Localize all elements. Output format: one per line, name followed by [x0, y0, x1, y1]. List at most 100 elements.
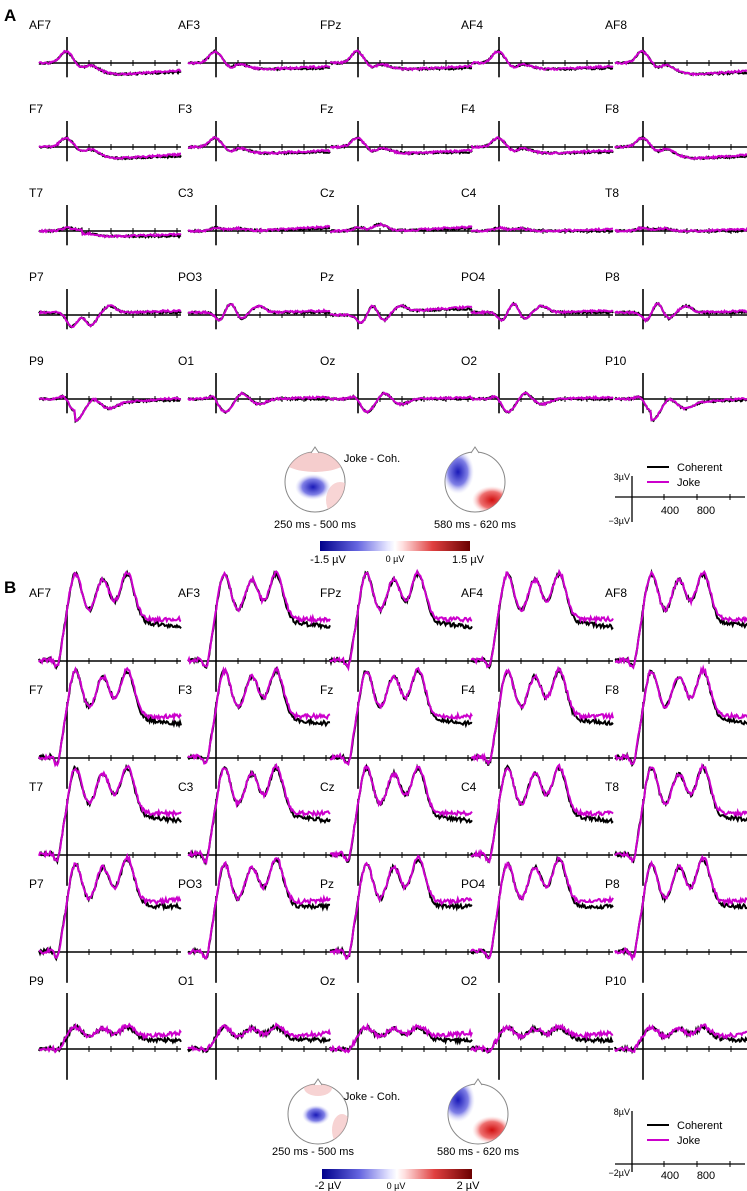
- joke-waveform: [187, 49, 331, 71]
- electrode-label: P9: [29, 974, 44, 988]
- erp-plot-a-t7: T7: [29, 186, 182, 246]
- joke-waveform: [470, 763, 614, 864]
- electrode-label: P7: [29, 877, 44, 891]
- joke-waveform: [329, 1022, 473, 1054]
- joke-waveform: [470, 391, 614, 414]
- joke-waveform: [329, 49, 473, 72]
- erp-plot-b-c4: C4: [461, 763, 614, 886]
- colorbar-b-zero: 0 µV: [387, 1181, 406, 1191]
- electrode-label: O1: [178, 354, 194, 368]
- joke-waveform: [614, 49, 747, 77]
- erp-plot-a-fz: Fz: [320, 102, 473, 162]
- erp-plot-a-f4: F4: [461, 102, 614, 162]
- erp-plot-b-po3: PO3: [178, 856, 331, 983]
- joke-waveform: [187, 1022, 331, 1053]
- joke-waveform: [38, 49, 182, 77]
- topomap-b-early: [287, 1078, 349, 1145]
- erp-plot-b-af4: AF4: [461, 568, 614, 692]
- joke-waveform: [187, 135, 331, 156]
- joke-waveform: [614, 569, 747, 670]
- electrode-label: Oz: [320, 974, 335, 988]
- topomap-a-early-label: 250 ms - 500 ms: [274, 519, 356, 531]
- topomap-group-b: Joke - Coh. 250 ms - 500 ms 580 ms - 620…: [272, 1078, 519, 1191]
- erp-plot-a-po3: PO3: [178, 270, 331, 330]
- topomap-a-late: [444, 446, 506, 513]
- joke-waveform: [614, 854, 747, 962]
- erp-grid-panel-b: AF7 AF3 FPz AF4 AF8 F7 F3 Fz F4 F8 T7 C3 Cz C4 T8 P7 PO3…: [29, 568, 747, 1080]
- topomap-a-late-label: 580 ms - 620 ms: [434, 519, 516, 531]
- erp-plot-b-fpz: FPz: [320, 568, 473, 692]
- colorbar-b-min: -2 µV: [315, 1180, 342, 1191]
- scale-b-tick-800: 800: [697, 1170, 715, 1182]
- electrode-label: P7: [29, 270, 44, 284]
- colorbar-a-min: -1.5 µV: [310, 554, 346, 566]
- electrode-label: AF3: [178, 586, 200, 600]
- electrode-label: AF7: [29, 18, 51, 32]
- electrode-label: T7: [29, 780, 43, 794]
- erp-plot-a-o2: O2: [461, 354, 614, 414]
- joke-waveform: [470, 136, 614, 156]
- joke-waveform: [38, 570, 182, 669]
- joke-waveform: [614, 302, 747, 324]
- electrode-label: Pz: [320, 877, 334, 891]
- joke-waveform: [329, 304, 473, 325]
- electrode-label: AF8: [605, 586, 627, 600]
- colorbar-a-max: 1.5 µV: [452, 554, 485, 566]
- joke-waveform: [470, 1023, 614, 1054]
- erp-plot-b-o1: O1: [178, 974, 331, 1080]
- erp-plot-b-f4: F4: [461, 665, 614, 789]
- electrode-label: F3: [178, 102, 192, 116]
- electrode-label: Fz: [320, 102, 333, 116]
- panel-letter-a: A: [4, 6, 16, 25]
- erp-plot-b-oz: Oz: [320, 974, 473, 1080]
- electrode-label: PO3: [178, 877, 202, 891]
- joke-waveform: [470, 665, 614, 766]
- electrode-label: Cz: [320, 780, 335, 794]
- erp-plot-b-cz: Cz: [320, 763, 473, 886]
- scale-legend-b: 8µV −2µV 400 800 Coherent Joke: [609, 1107, 745, 1182]
- electrode-label: AF4: [461, 586, 483, 600]
- erp-plot-b-p8: P8: [605, 854, 747, 983]
- joke-waveform: [329, 666, 473, 766]
- erp-plot-b-f3: F3: [178, 665, 331, 789]
- legend-b-joke: Joke: [677, 1135, 700, 1147]
- electrode-label: Pz: [320, 270, 334, 284]
- electrode-label: O2: [461, 974, 477, 988]
- joke-waveform: [614, 664, 747, 765]
- electrode-label: C3: [178, 186, 194, 200]
- erp-plot-a-af8: AF8: [605, 18, 747, 78]
- topomap-b-late-label: 580 ms - 620 ms: [437, 1146, 519, 1158]
- electrode-label: AF7: [29, 586, 51, 600]
- electrode-label: F4: [461, 683, 475, 697]
- coherent-waveform: [614, 857, 747, 958]
- joke-waveform: [329, 221, 473, 234]
- erp-plot-b-p9: P9: [29, 974, 182, 1080]
- colorbar-b-max: 2 µV: [457, 1180, 481, 1191]
- electrode-label: F4: [461, 102, 475, 116]
- joke-waveform: [329, 568, 473, 672]
- erp-plot-b-t8: T8: [605, 762, 747, 886]
- electrode-label: P10: [605, 354, 627, 368]
- erp-plot-b-af8: AF8: [605, 568, 747, 692]
- joke-waveform: [187, 665, 331, 765]
- erp-plot-a-fpz: FPz: [320, 18, 473, 78]
- electrode-label: T7: [29, 186, 43, 200]
- erp-plot-b-p7: P7: [29, 852, 182, 983]
- joke-waveform: [187, 303, 331, 322]
- electrode-label: T8: [605, 186, 619, 200]
- electrode-label: F7: [29, 102, 43, 116]
- joke-waveform: [38, 136, 181, 160]
- electrode-label: F8: [605, 683, 619, 697]
- erp-plot-b-pz: Pz: [320, 854, 473, 983]
- joke-waveform: [38, 666, 182, 768]
- erp-plot-a-p7: P7: [29, 270, 182, 330]
- electrode-label: Fz: [320, 683, 333, 697]
- electrode-label: F3: [178, 683, 192, 697]
- erp-plot-a-c3: C3: [178, 186, 331, 246]
- scale-a-tick-800: 800: [697, 505, 715, 517]
- erp-plot-a-pz: Pz: [320, 270, 473, 330]
- joke-waveform: [329, 391, 473, 415]
- erp-plot-a-p10: P10: [605, 354, 747, 423]
- colorbar-a-zero: 0 µV: [386, 554, 405, 564]
- legend-a-coherent: Coherent: [677, 462, 722, 474]
